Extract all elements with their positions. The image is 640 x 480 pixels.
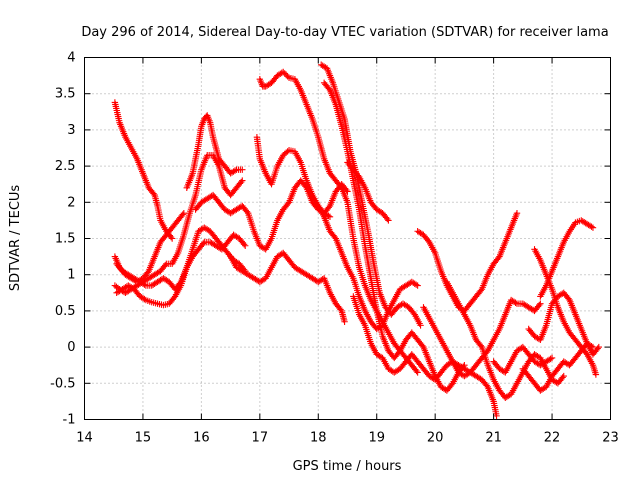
x-tick-label: 18 [310, 431, 327, 446]
series-markers [344, 159, 392, 224]
series-pass-9 [227, 249, 348, 325]
series-markers [111, 99, 176, 242]
y-tick-label: 2.5 [55, 159, 76, 174]
series-pass-21 [519, 340, 597, 394]
series-pass-14 [344, 159, 392, 224]
x-tick-label: 17 [252, 431, 269, 446]
series-markers [519, 340, 597, 394]
series-markers [443, 278, 567, 401]
series-pass-23 [490, 343, 556, 376]
y-axis-label: SDTVAR / TECUs [8, 185, 23, 292]
series-line [114, 102, 173, 240]
x-tick-label: 15 [135, 431, 152, 446]
y-tick-label: 1.5 [55, 232, 76, 247]
series-markers [320, 79, 468, 394]
series-line [446, 281, 565, 399]
grid-lines [84, 57, 611, 420]
series-markers [414, 209, 521, 315]
series-markers [537, 217, 597, 300]
series-pass-12 [318, 61, 424, 329]
x-tick-label: 14 [76, 431, 93, 446]
series-markers [113, 231, 249, 293]
series-markers [192, 177, 334, 253]
series-markers [525, 289, 603, 358]
series-markers [253, 133, 351, 217]
series-line [186, 113, 243, 189]
x-tick-label: 21 [485, 431, 502, 446]
series-markers [111, 152, 246, 296]
data-series [111, 61, 603, 420]
chart-title: Day 296 of 2014, Sidereal Day-to-day VTE… [81, 25, 608, 40]
x-tick-label: 16 [193, 431, 210, 446]
series-pass-11 [315, 202, 421, 333]
axis-ticks: 14 15 16 17 18 19 20 21 22 23 -1 -0.5 0 0.5 1 1.5 2 2.5 3 3… [50, 51, 619, 446]
series-markers [490, 343, 556, 376]
series-pass-17 [420, 296, 544, 380]
x-tick-label: 23 [602, 431, 619, 446]
series-markers [315, 202, 421, 333]
y-tick-label: -0.5 [50, 376, 75, 391]
series-pass-7 [192, 177, 334, 253]
series-pass-13 [320, 79, 468, 394]
series-markers [256, 68, 421, 376]
series-pass-6 [183, 112, 246, 192]
y-tick-label: 1 [67, 268, 75, 283]
series-markers [420, 296, 544, 380]
series-pass-3 [111, 152, 246, 296]
y-tick-label: 0.5 [55, 304, 76, 319]
series-markers [183, 112, 246, 192]
y-tick-label: 4 [67, 51, 75, 66]
series-pass-22 [537, 217, 597, 300]
y-tick-label: 2 [67, 195, 75, 210]
series-pass-1 [111, 99, 176, 242]
series-line [417, 212, 518, 312]
x-axis-label: GPS time / hours [293, 459, 402, 474]
x-tick-label: 19 [368, 431, 385, 446]
series-pass-8 [253, 133, 351, 217]
series-pass-10 [256, 68, 421, 376]
series-markers [318, 61, 424, 329]
series-pass-5 [113, 231, 249, 293]
x-tick-label: 20 [427, 431, 444, 446]
series-markers [227, 249, 348, 325]
x-tick-label: 22 [544, 431, 561, 446]
y-tick-label: -1 [63, 413, 76, 428]
y-tick-label: 3 [67, 123, 75, 138]
y-tick-label: 0 [67, 340, 75, 355]
series-pass-16 [414, 209, 521, 315]
y-tick-label: 3.5 [55, 87, 76, 102]
